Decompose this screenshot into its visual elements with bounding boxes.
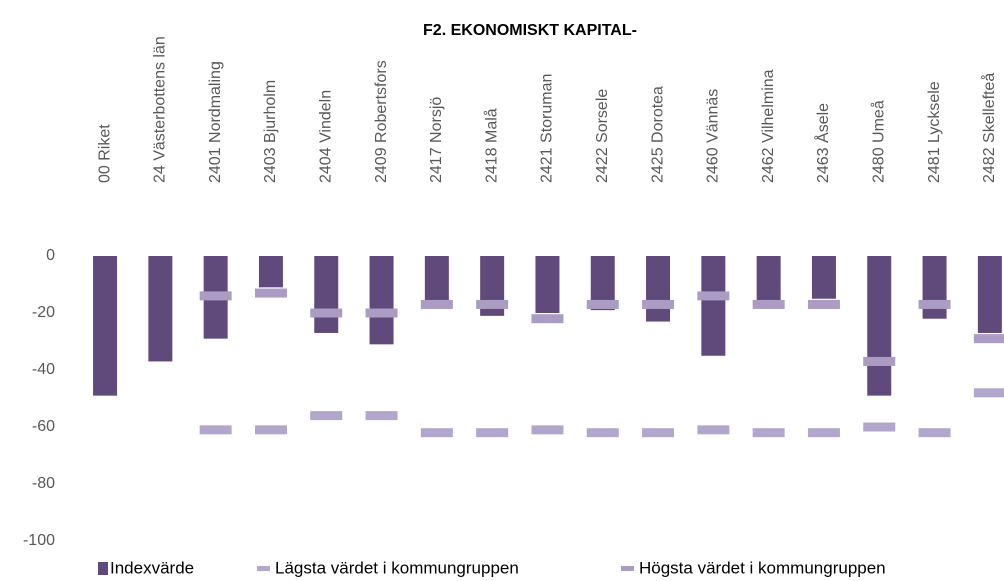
marker: [973, 388, 1004, 398]
x-tick-label: 2460 Vännäs: [705, 89, 722, 183]
marker: [199, 291, 232, 301]
bar: [867, 256, 892, 396]
marker: [199, 425, 232, 435]
x-tick-label: 2482 Skellefteå: [980, 73, 998, 183]
x-tick-label: 2409 Robertsfors: [373, 60, 390, 183]
marker: [420, 428, 453, 438]
bar: [369, 256, 394, 345]
legend-label: Lägsta värdet i kommungruppen: [275, 558, 519, 577]
x-tick-label: 2462 Vilhelmina: [760, 69, 777, 183]
marker: [476, 428, 509, 438]
marker: [476, 299, 509, 309]
bar: [258, 256, 283, 288]
chart-title: F2. EKONOMISKT KAPITAL-: [423, 22, 637, 39]
y-tick-label: -80: [32, 475, 55, 492]
y-tick-label: -60: [32, 418, 55, 435]
marker: [586, 428, 619, 438]
marker: [365, 308, 398, 318]
marker: [254, 425, 287, 435]
marker: [752, 299, 785, 309]
x-tick-label: 2404 Vindeln: [317, 90, 334, 183]
bar: [646, 256, 671, 322]
legend-swatch: [98, 562, 108, 575]
marker: [697, 425, 730, 435]
x-tick-label: 24 Västerbottens län: [152, 36, 169, 183]
bar: [535, 256, 560, 313]
marker: [863, 356, 896, 366]
x-tick-label: 2425 Dorotea: [649, 86, 666, 183]
marker: [918, 428, 951, 438]
x-tick-label: 2417 Norsjö: [428, 97, 445, 183]
marker: [918, 299, 951, 309]
marker: [807, 428, 840, 438]
marker: [807, 299, 840, 309]
marker: [586, 299, 619, 309]
marker: [531, 425, 564, 435]
bar: [424, 256, 449, 305]
x-tick-label: 2422 Sorsele: [594, 89, 611, 183]
bar: [922, 256, 947, 319]
marker: [642, 428, 675, 438]
x-tick-label: 2481 Lycksele: [926, 81, 943, 183]
y-tick-label: -20: [32, 304, 55, 321]
marker: [697, 291, 730, 301]
marker: [310, 411, 343, 421]
x-tick-label: 2418 Malå: [482, 108, 500, 183]
legend-label: Indexvärde: [110, 558, 194, 577]
x-tick-label: 2463 Åsele: [813, 103, 832, 183]
marker: [310, 308, 343, 318]
bar: [756, 256, 781, 302]
bar: [314, 256, 339, 333]
x-tick-label: 2403 Bjurholm: [262, 80, 279, 183]
legend-swatch: [257, 566, 270, 571]
x-tick-label: 2401 Nordmaling: [207, 61, 224, 183]
marker: [863, 422, 896, 432]
x-tick-label: 2480 Umeå: [869, 100, 887, 183]
legend-swatch: [621, 566, 634, 571]
x-tick-label: 00 Riket: [96, 124, 113, 183]
legend-label: Högsta värdet i kommungruppen: [639, 558, 886, 577]
bar: [93, 256, 118, 396]
marker: [531, 314, 564, 324]
bar: [148, 256, 173, 362]
marker: [752, 428, 785, 438]
marker: [973, 334, 1004, 344]
y-tick-label: -100: [23, 532, 55, 549]
marker: [420, 299, 453, 309]
marker: [254, 288, 287, 298]
marker: [365, 411, 398, 421]
x-tick-label: 2421 Storuman: [539, 74, 556, 183]
bar: [811, 256, 836, 299]
y-tick-label: -40: [32, 361, 55, 378]
y-tick-label: 0: [46, 247, 55, 264]
bar: [977, 256, 1002, 333]
bar: [701, 256, 726, 356]
marker: [642, 299, 675, 309]
